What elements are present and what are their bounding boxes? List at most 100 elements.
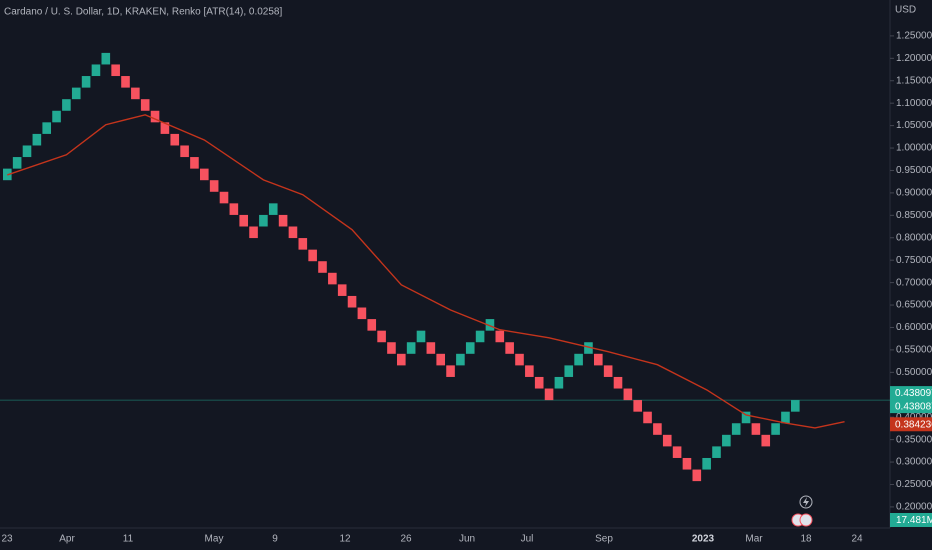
renko-brick — [534, 376, 544, 389]
y-tick-label: 1.150000 — [896, 75, 932, 86]
time-label: Mar — [745, 534, 763, 545]
renko-brick — [387, 342, 396, 354]
renko-brick — [377, 330, 386, 343]
renko-brick — [741, 411, 751, 424]
renko-brick — [160, 122, 170, 134]
flag-icon[interactable] — [799, 513, 813, 527]
y-tick-label: 1.000000 — [896, 143, 932, 154]
renko-brick — [42, 122, 51, 134]
renko-brick — [751, 423, 761, 435]
time-label: 11 — [123, 534, 134, 545]
renko-brick — [672, 446, 682, 458]
time-axis: 23 Apr 11 May 9 12 26 Jun Jul Sep 2023 M… — [1, 534, 863, 545]
renko-brick — [702, 457, 711, 470]
renko-brick — [613, 376, 623, 389]
renko-brick — [771, 423, 780, 435]
renko-brick — [259, 214, 268, 227]
renko-brick — [456, 353, 465, 366]
price-marker-label: 0.438097 — [895, 388, 932, 399]
renko-brick — [200, 168, 209, 181]
time-label: Sep — [595, 534, 613, 545]
time-label: 9 — [272, 534, 278, 545]
renko-brick — [643, 411, 652, 424]
renko-brick — [288, 226, 298, 239]
renko-brick — [308, 249, 317, 262]
renko-brick — [12, 157, 22, 169]
renko-brick — [505, 342, 514, 354]
renko-brick — [190, 157, 199, 169]
time-label: Jun — [459, 534, 475, 545]
price-marker-box — [890, 386, 932, 401]
renko-brick — [426, 342, 436, 354]
price-marker-box — [890, 399, 932, 414]
renko-brick — [229, 203, 239, 215]
renko-brick — [781, 411, 790, 424]
renko-brick — [761, 434, 771, 447]
currency-label: USD — [895, 5, 916, 16]
renko-brick — [52, 110, 61, 123]
renko-brick — [249, 226, 258, 239]
renko-brick — [268, 203, 278, 215]
renko-brick — [653, 423, 662, 435]
renko-brick — [692, 469, 702, 482]
renko-brick — [22, 145, 32, 158]
renko-brick — [81, 76, 91, 88]
renko-brick — [475, 330, 485, 343]
renko-brick — [328, 272, 337, 285]
time-label: 26 — [400, 534, 412, 545]
renko-brick — [131, 87, 140, 100]
time-label: 12 — [339, 534, 351, 545]
volume-box — [890, 513, 932, 527]
renko-brick — [170, 133, 180, 146]
renko-brick — [731, 423, 741, 435]
renko-brick — [722, 434, 731, 447]
renko-brick — [337, 284, 347, 296]
renko-brick — [584, 342, 593, 354]
time-label: Jul — [521, 534, 534, 545]
volume-label: 17.481M — [896, 515, 932, 526]
renko-brick — [219, 191, 229, 204]
time-label: 18 — [800, 534, 812, 545]
renko-brick — [594, 353, 603, 366]
renko-brick — [209, 180, 219, 192]
y-tick-label: 1.100000 — [896, 98, 932, 109]
renko-brick — [446, 365, 455, 377]
renko-brick — [140, 99, 150, 111]
renko-brick — [367, 319, 377, 331]
renko-brick — [101, 52, 111, 65]
renko-brick — [603, 365, 613, 377]
renko-brick — [416, 330, 426, 343]
renko-brick — [239, 214, 248, 227]
event-icon[interactable] — [799, 495, 813, 509]
renko-brick — [682, 457, 692, 470]
moving-average — [7, 114, 845, 429]
renko-brick — [298, 238, 308, 250]
renko-brick — [357, 307, 367, 320]
y-tick-label: 0.950000 — [896, 165, 932, 176]
renko-brick — [574, 353, 583, 366]
renko-brick — [397, 353, 406, 366]
renko-brick — [791, 400, 800, 412]
renko-brick — [406, 342, 416, 354]
time-label: 23 — [1, 534, 13, 545]
renko-brick — [465, 342, 475, 354]
event-icon-bolt — [803, 497, 809, 507]
time-label: Apr — [59, 534, 75, 545]
renko-brick — [495, 330, 505, 343]
renko-brick — [62, 99, 71, 111]
price-marker-label: 0.384236 — [895, 419, 932, 430]
renko-brick — [633, 400, 642, 412]
renko-brick — [111, 64, 120, 77]
time-label: 24 — [851, 534, 863, 545]
renko-brick — [278, 214, 288, 227]
renko-brick — [436, 353, 445, 366]
